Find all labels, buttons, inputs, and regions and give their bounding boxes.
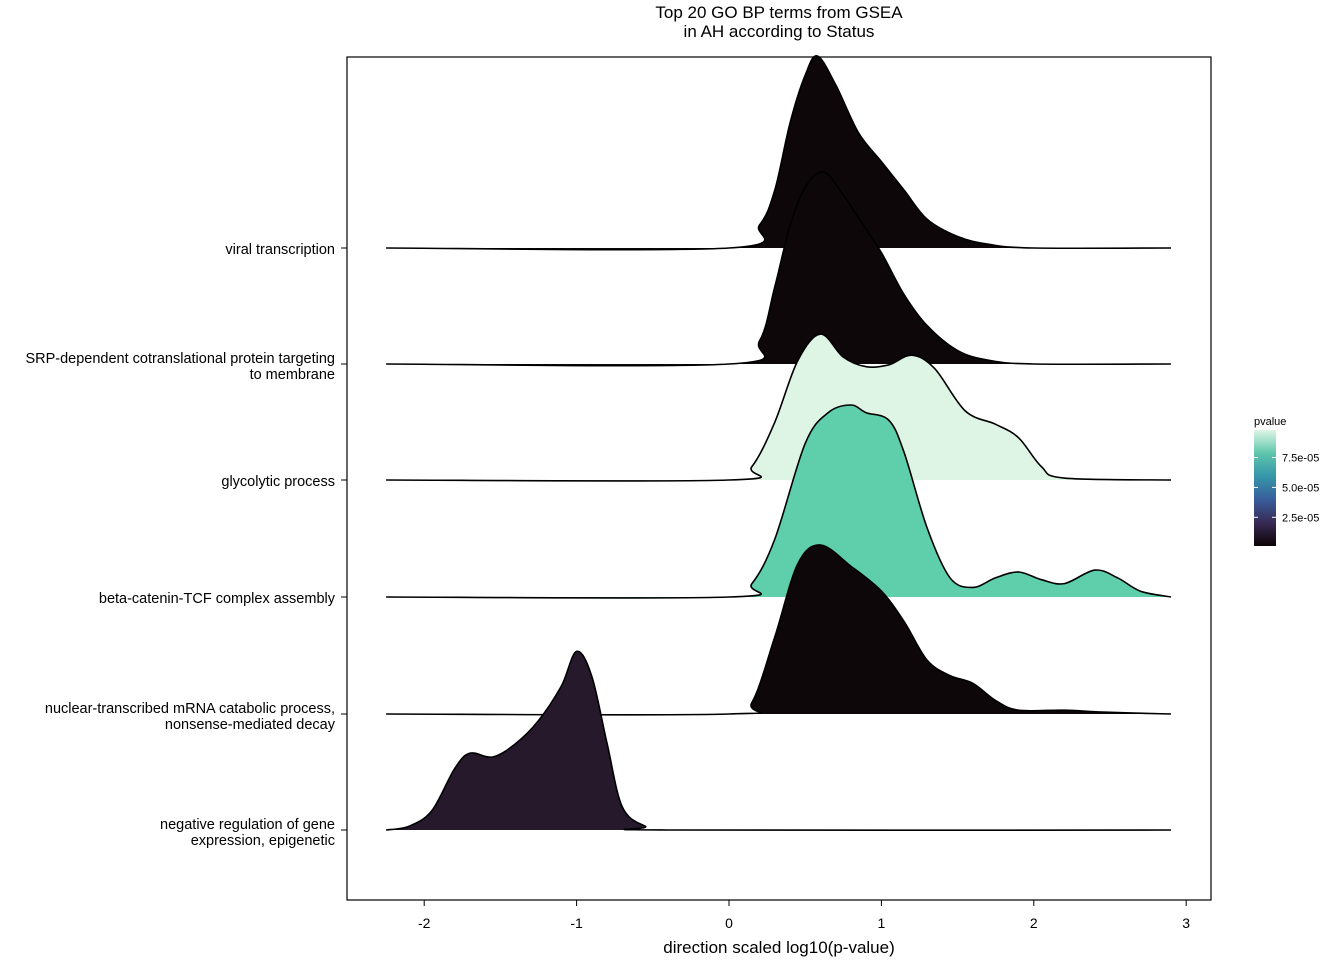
y-label-2-line-1: SRP-dependent cotranslational protein ta… [25,351,335,367]
x-axis: -2 -1 0 1 2 3 [418,900,1190,931]
y-label-1-line-1: viral transcription [225,242,335,258]
legend-tick-label: 7.5e-05 [1282,453,1319,465]
legend-ticks: 7.5e-05 5.0e-05 2.5e-05 [1254,453,1319,524]
ridge-line-4 [386,404,1172,599]
x-tick-label-1: 1 [878,915,886,931]
chart-title-line2: in AH according to Status [683,22,875,41]
ridge-fill-3 [386,334,1172,481]
ridge-fill-6 [386,651,1172,831]
legend-tick-label: 5.0e-05 [1282,482,1319,494]
x-axis-label: direction scaled log10(p-value) [663,938,895,957]
y-label-6-line-1: negative regulation of gene [160,817,335,833]
legend-title: pvalue [1254,416,1286,428]
y-label-4-line-1: beta-catenin-TCF complex assembly [99,591,336,607]
x-tick-label--1: -1 [570,915,583,931]
y-axis-labels: viral transcription SRP-dependent cotrans… [25,242,347,849]
chart-title-line1: Top 20 GO BP terms from GSEA [655,3,903,22]
y-label-5-line-1: nuclear-transcribed mRNA catabolic proce… [45,701,335,717]
ridge-line-6 [385,650,1172,832]
y-label-5-line-2: nonsense-mediated decay [165,717,336,733]
ridge-fill-4 [386,405,1172,598]
ridge-line-1 [386,55,1172,251]
y-label-3-line-1: glycolytic process [221,474,335,490]
x-tick-label-3: 3 [1182,915,1190,931]
ridges [385,55,1172,832]
x-tick-label-0: 0 [725,915,733,931]
y-label-2-line-2: to membrane [250,367,335,383]
ridge-fill-1 [386,55,1172,250]
ridge-line-3 [386,333,1172,482]
y-label-6-line-2: expression, epigenetic [191,833,335,849]
ridge-fill-2 [386,171,1172,366]
legend-colorbar [1254,430,1276,546]
legend-tick-label: 2.5e-05 [1282,512,1319,524]
ridge-line-5 [386,544,1172,716]
x-tick-label-2: 2 [1030,915,1038,931]
plot-panel-border [346,56,1212,901]
x-tick-label--2: -2 [418,915,431,931]
color-legend: pvalue 7.5e-05 5.0e-05 2.5e-05 [1254,416,1319,546]
ridge-line-2 [386,171,1172,367]
ridge-fill-5 [386,544,1172,715]
